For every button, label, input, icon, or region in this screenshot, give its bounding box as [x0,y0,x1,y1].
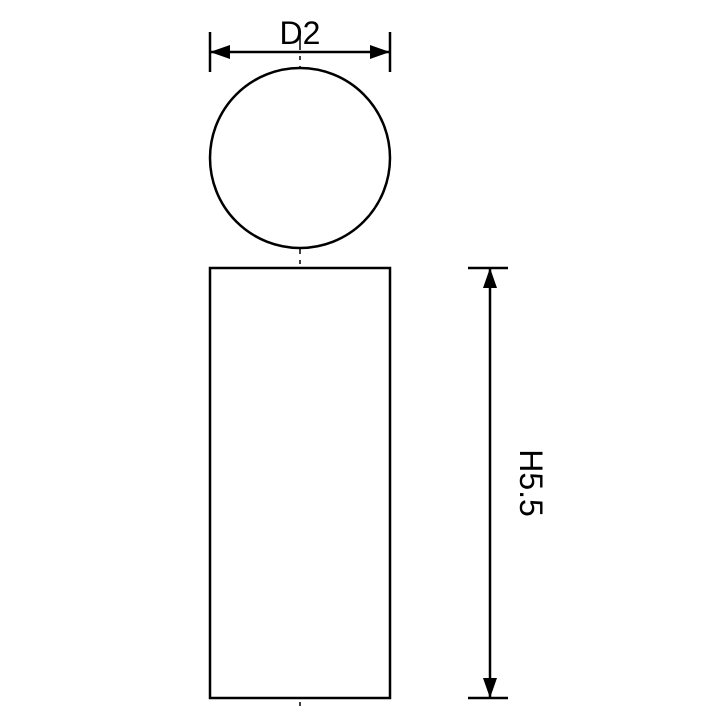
dim-h-label: H5.5 [513,449,549,517]
dim-d-label: D2 [280,15,321,51]
cylinder-front-view [210,268,390,698]
dim-h-arrow-top [483,268,497,288]
dim-h-arrow-bottom [483,678,497,698]
technical-drawing: D2 H5.5 [0,0,720,720]
cylinder-top-view [210,68,390,248]
dim-d-arrow-left [210,45,230,59]
dim-d-arrow-right [370,45,390,59]
